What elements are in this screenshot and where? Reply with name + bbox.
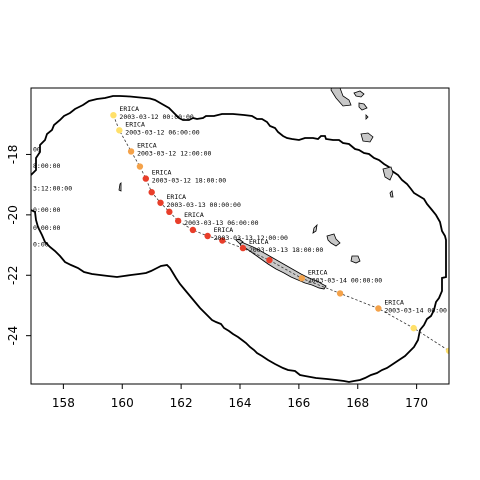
track-point-datetime: 2003-03-14 00:00:00 [308,276,382,284]
track-point-datetime: 2003-03-12 12:00:00 [137,149,211,157]
x-axis: 158 160 162 164 166 168 170 [52,384,428,410]
espiritu-santo-island [315,58,332,76]
track-point-name: ERICA [152,169,172,177]
track-point [148,189,155,196]
track-point [157,199,164,206]
track-point [219,237,226,244]
edge-datetime-label: 00 [33,145,41,153]
edge-datetime-label: 0:00:00 [33,224,60,232]
track-point-datetime: 2003-03-14 06:00:00 [384,306,458,314]
epi-island [353,90,365,98]
track-point [110,111,117,119]
track-point-name: ERICA [119,105,139,113]
track-point-datetime: 2003-03-13 06:00:00 [184,219,258,227]
y-tick-label: -22 [6,265,20,285]
track-point [127,148,135,155]
edge-datetime-label: 0:00:00 [33,206,60,214]
track-point [298,275,306,282]
vanuatu-islet [365,114,369,120]
track-point [410,324,417,332]
x-tick-label: 160 [111,396,134,410]
x-tick-label: 170 [405,396,428,410]
x-tick-label: 166 [287,396,310,410]
aneityum-island [329,72,333,77]
track-point-name: ERICA [249,238,269,246]
y-tick-label: -20 [6,205,20,225]
exclusive-zone-boundary [31,95,447,383]
edge-datetime-label: 3:12:00:00 [33,185,72,193]
lifou-island [326,233,341,247]
track-point [336,290,344,297]
maewo-island [347,64,356,69]
track-point-name: ERICA [167,193,187,201]
track-point-name: ERICA [214,226,234,234]
track-point [375,305,382,312]
track-point-datetime: 2003-03-13 12:00:00 [214,234,288,242]
ouvea-island [312,223,318,234]
chesterfield-islet [118,182,122,192]
walpole-island [389,190,394,198]
track-point [116,127,123,134]
efate-island [358,102,368,111]
edge-datetime-label: 8:00:00 [33,162,60,170]
mare-island [350,255,361,264]
storm-track-points [110,111,449,354]
track-point-datetime: 2003-03-13 18:00:00 [249,246,323,254]
pentecost-island [359,71,362,86]
track-point [142,175,150,182]
track-point [174,217,182,225]
track-point-name: ERICA [308,268,328,276]
left-edge-labels: 00 8:00:00 3:12:00:00 0:00:00 0:00:00 0:00 [33,145,72,248]
x-tick-label: 164 [229,396,252,410]
x-tick-label: 162 [170,396,193,410]
track-point [136,163,144,170]
y-tick-label: -18 [6,145,20,165]
y-axis: -18 -20 -22 -24 [6,145,31,346]
track-point-datetime: 2003-03-12 00:00:00 [119,113,193,121]
belep-islands [235,238,244,245]
track-point-datetime: 2003-03-13 00:00:00 [167,201,241,209]
track-point [166,208,173,216]
track-point [266,256,273,264]
track-point [239,244,247,252]
track-point-name: ERICA [137,141,157,149]
track-point [204,232,211,240]
erromango-island [360,132,374,143]
x-tick-label: 158 [52,396,75,410]
track-point-datetime: 2003-03-12 06:00:00 [125,128,199,136]
y-tick-label: -24 [6,326,20,346]
track-point-datetime: 2003-03-12 18:00:00 [152,177,226,185]
tanna-island [382,166,394,181]
malekula-island [330,88,352,107]
track-point-name: ERICA [125,120,145,128]
edge-datetime-label: 0:00 [33,241,49,249]
track-point [189,226,197,234]
track-point [445,347,449,354]
track-point-name: ERICA [384,298,404,306]
track-point-name: ERICA [184,211,204,219]
x-tick-label: 168 [346,396,369,410]
